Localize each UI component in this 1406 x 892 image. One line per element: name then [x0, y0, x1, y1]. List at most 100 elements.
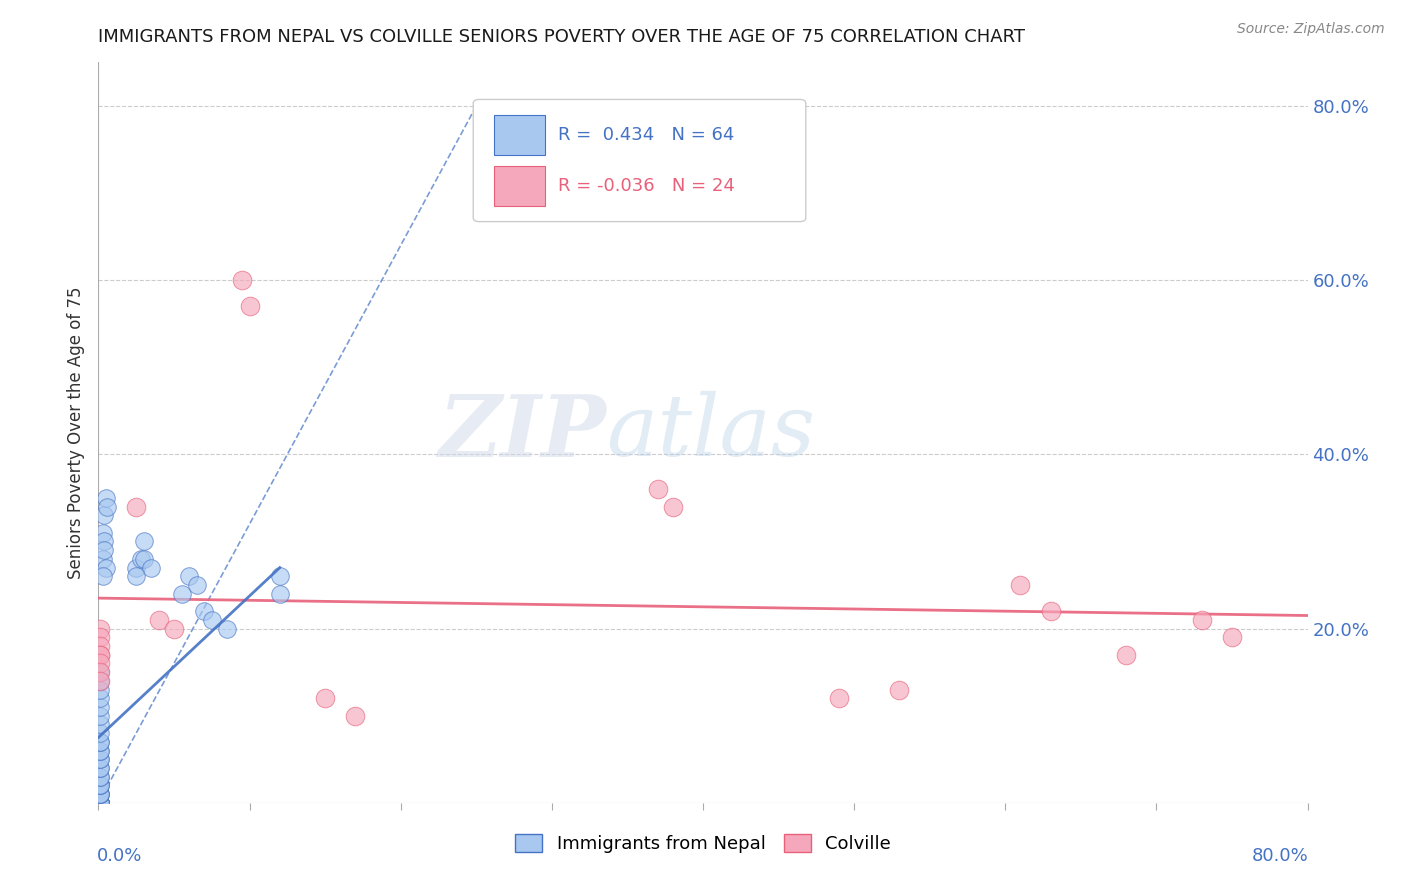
Point — [89, 717, 111, 731]
Point — [314, 691, 336, 706]
Point — [132, 534, 155, 549]
Point — [170, 587, 193, 601]
Point — [89, 673, 111, 688]
Point — [647, 482, 669, 496]
Point — [89, 796, 111, 810]
Text: ZIP: ZIP — [439, 391, 606, 475]
Point — [89, 726, 111, 740]
Point — [89, 796, 111, 810]
Point — [89, 743, 111, 757]
Point — [89, 622, 111, 636]
Point — [91, 525, 114, 540]
Point — [1039, 604, 1062, 618]
Point — [661, 500, 683, 514]
Point — [93, 534, 115, 549]
Point — [91, 569, 114, 583]
Legend: Immigrants from Nepal, Colville: Immigrants from Nepal, Colville — [508, 827, 898, 861]
Text: Source: ZipAtlas.com: Source: ZipAtlas.com — [1237, 22, 1385, 37]
Point — [1191, 613, 1213, 627]
Point — [89, 735, 111, 749]
Point — [89, 796, 111, 810]
Point — [89, 770, 111, 784]
Point — [89, 752, 111, 766]
Point — [89, 787, 111, 801]
Point — [89, 796, 111, 810]
Point — [89, 796, 111, 810]
Point — [163, 622, 186, 636]
Point — [89, 648, 111, 662]
Point — [889, 682, 911, 697]
Point — [93, 508, 115, 523]
Point — [1010, 578, 1032, 592]
Point — [215, 622, 238, 636]
Point — [89, 691, 111, 706]
Point — [125, 500, 148, 514]
Point — [96, 500, 118, 514]
Text: R =  0.434   N = 64: R = 0.434 N = 64 — [558, 126, 734, 144]
Point — [89, 787, 111, 801]
Point — [269, 569, 291, 583]
Point — [89, 752, 111, 766]
Point — [239, 299, 262, 313]
Point — [179, 569, 201, 583]
Point — [91, 552, 114, 566]
Point — [129, 552, 152, 566]
Point — [89, 796, 111, 810]
Text: R = -0.036   N = 24: R = -0.036 N = 24 — [558, 178, 735, 195]
Point — [269, 587, 291, 601]
Point — [141, 560, 163, 574]
Text: 80.0%: 80.0% — [1251, 847, 1309, 865]
Point — [89, 796, 111, 810]
Point — [132, 552, 155, 566]
Point — [89, 639, 111, 653]
Point — [89, 778, 111, 792]
Point — [231, 273, 253, 287]
Point — [186, 578, 208, 592]
Y-axis label: Seniors Poverty Over the Age of 75: Seniors Poverty Over the Age of 75 — [66, 286, 84, 579]
Point — [89, 796, 111, 810]
Point — [344, 708, 367, 723]
Point — [89, 787, 111, 801]
Point — [89, 796, 111, 810]
Point — [89, 770, 111, 784]
Point — [1115, 648, 1137, 662]
Point — [201, 613, 224, 627]
Point — [89, 735, 111, 749]
Point — [89, 657, 111, 671]
Text: atlas: atlas — [606, 392, 815, 474]
Point — [148, 613, 170, 627]
Point — [89, 796, 111, 810]
Point — [89, 796, 111, 810]
Bar — [494, 166, 544, 206]
Point — [89, 648, 111, 662]
Point — [89, 761, 111, 775]
Point — [89, 796, 111, 810]
Point — [89, 787, 111, 801]
Point — [193, 604, 215, 618]
Point — [828, 691, 851, 706]
Point — [89, 665, 111, 680]
Point — [125, 560, 148, 574]
Point — [89, 796, 111, 810]
Point — [89, 778, 111, 792]
Point — [93, 543, 115, 558]
Point — [89, 673, 111, 688]
Point — [89, 700, 111, 714]
Point — [89, 796, 111, 810]
Point — [125, 569, 148, 583]
Point — [89, 796, 111, 810]
Bar — [494, 115, 544, 155]
Point — [1220, 630, 1243, 644]
Text: 0.0%: 0.0% — [97, 847, 142, 865]
Point — [89, 682, 111, 697]
Point — [89, 708, 111, 723]
Point — [89, 761, 111, 775]
Point — [89, 630, 111, 644]
FancyBboxPatch shape — [474, 99, 806, 221]
Point — [89, 665, 111, 680]
Text: IMMIGRANTS FROM NEPAL VS COLVILLE SENIORS POVERTY OVER THE AGE OF 75 CORRELATION: IMMIGRANTS FROM NEPAL VS COLVILLE SENIOR… — [98, 28, 1025, 45]
Point — [89, 778, 111, 792]
Point — [94, 491, 117, 505]
Point — [89, 743, 111, 757]
Point — [94, 560, 117, 574]
